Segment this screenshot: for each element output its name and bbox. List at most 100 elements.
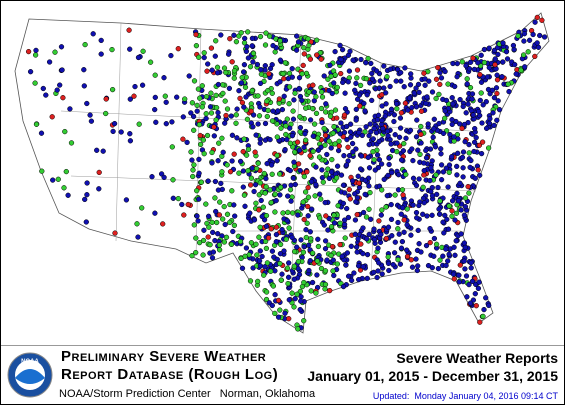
report-dot	[476, 142, 483, 148]
report-dot	[530, 31, 536, 38]
report-dot	[123, 197, 130, 203]
report-dot	[294, 33, 300, 39]
report-dot	[457, 96, 463, 103]
report-dot	[331, 272, 337, 279]
report-dot	[258, 67, 264, 73]
report-dot	[322, 238, 329, 244]
report-dot	[348, 277, 355, 284]
report-dot	[52, 49, 58, 55]
report-dot	[304, 220, 310, 226]
report-dot	[478, 90, 484, 96]
report-dot	[449, 154, 455, 160]
report-dot	[370, 149, 376, 155]
report-dot	[81, 83, 87, 89]
report-dot	[314, 258, 320, 264]
report-dot	[473, 303, 479, 309]
report-dot	[196, 156, 202, 163]
report-dot	[286, 316, 292, 322]
report-dot	[398, 245, 405, 251]
report-dot	[277, 79, 283, 85]
report-dot	[243, 152, 250, 158]
report-dot	[300, 62, 306, 69]
report-dot	[461, 212, 468, 218]
report-dot	[209, 219, 215, 226]
report-dot	[242, 253, 248, 259]
report-dot	[205, 234, 211, 240]
report-dot	[338, 70, 344, 77]
report-dot	[378, 161, 385, 167]
report-dot	[301, 243, 307, 250]
report-dot	[407, 82, 414, 88]
report-dot	[465, 183, 471, 190]
report-dot	[418, 123, 424, 130]
report-dot	[446, 162, 453, 168]
report-dot	[311, 89, 317, 95]
report-dot	[46, 59, 53, 65]
report-dot	[231, 151, 237, 157]
report-dot	[224, 162, 230, 168]
report-dot	[500, 40, 506, 46]
report-dot	[284, 265, 291, 271]
report-dot	[204, 68, 210, 74]
report-dot	[477, 97, 483, 104]
report-dot	[310, 133, 316, 139]
report-dot	[455, 150, 461, 156]
report-dot	[175, 195, 181, 202]
report-dot	[273, 239, 279, 245]
report-dot	[383, 204, 389, 210]
report-dot	[297, 124, 304, 131]
report-dot	[408, 232, 414, 238]
report-dot	[463, 63, 469, 69]
report-dot	[169, 119, 175, 125]
report-dot	[459, 154, 466, 161]
report-dot	[297, 306, 303, 313]
report-dot	[110, 128, 116, 135]
report-dot	[478, 79, 485, 85]
report-dot	[227, 169, 234, 175]
report-dot	[197, 141, 204, 148]
report-dot	[344, 123, 350, 130]
report-dot	[449, 198, 456, 204]
report-dot	[340, 182, 347, 188]
report-dot	[194, 213, 200, 219]
report-dot	[317, 191, 323, 197]
report-dot	[541, 34, 548, 40]
report-dot	[379, 117, 385, 124]
report-dot	[193, 31, 199, 38]
report-dot	[423, 155, 430, 161]
report-dot	[248, 175, 255, 181]
report-dot	[521, 38, 527, 44]
report-dot	[397, 261, 404, 267]
report-dot	[358, 56, 364, 63]
report-dot	[303, 105, 309, 111]
report-dot	[414, 267, 420, 274]
report-dot	[244, 116, 251, 122]
report-dot	[469, 91, 476, 97]
report-dot	[386, 155, 392, 161]
report-dot	[282, 310, 288, 316]
report-dot	[277, 38, 283, 44]
report-dot	[483, 125, 490, 132]
report-dot	[318, 89, 325, 95]
report-dot	[231, 68, 238, 74]
report-dot	[403, 171, 409, 178]
report-dot	[287, 187, 294, 193]
report-dot	[278, 125, 284, 131]
report-dot	[264, 98, 270, 104]
report-dot	[496, 107, 503, 113]
report-dot	[289, 133, 296, 139]
report-dot	[421, 167, 427, 174]
report-dot	[269, 248, 276, 254]
report-dot	[338, 120, 344, 126]
report-dot	[373, 68, 380, 74]
report-dot	[267, 65, 274, 72]
report-dot	[422, 82, 428, 88]
report-dot	[365, 55, 371, 62]
report-dot	[199, 104, 205, 110]
report-dot	[294, 139, 301, 145]
report-dot	[163, 121, 169, 127]
report-dot	[444, 216, 450, 223]
report-dot	[360, 225, 366, 231]
report-dot	[262, 120, 269, 127]
report-dot	[175, 46, 181, 52]
